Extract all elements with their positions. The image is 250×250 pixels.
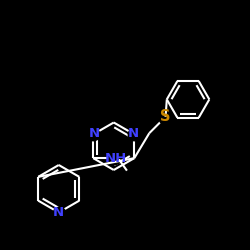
Text: N: N: [128, 127, 139, 140]
Text: S: S: [160, 110, 171, 124]
Text: NH: NH: [104, 152, 126, 165]
Text: N: N: [53, 206, 64, 219]
Text: N: N: [89, 127, 100, 140]
